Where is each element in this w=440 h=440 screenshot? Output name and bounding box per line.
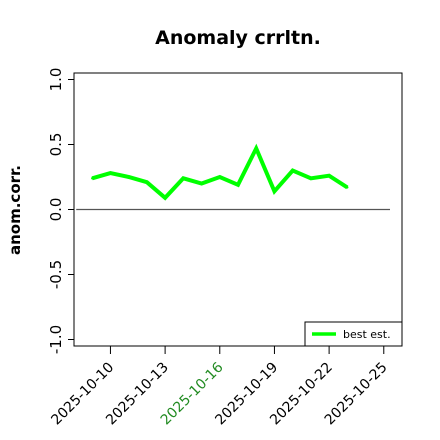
data-point: [109, 171, 112, 175]
data-point: [309, 177, 313, 180]
y-tick-label: 0.0: [47, 198, 65, 222]
data-point: [273, 190, 276, 193]
data-point: [163, 196, 167, 199]
data-point: [291, 169, 294, 172]
data-point: [218, 175, 221, 179]
y-axis-label: anom.corr.: [6, 165, 24, 255]
data-point: [236, 183, 240, 186]
legend: best est.: [304, 321, 403, 347]
data-point: [91, 177, 94, 180]
data-point: [255, 147, 258, 150]
chart-title: Anomaly crrltn.: [155, 27, 321, 49]
legend-label-best-est: best est.: [343, 328, 391, 341]
y-tick-label: -1.0: [47, 325, 65, 354]
data-point: [327, 174, 331, 177]
series-line-1: [91, 143, 349, 201]
y-tick-label: 1.0: [47, 68, 65, 92]
y-tick-label: -0.5: [47, 260, 65, 289]
data-point: [182, 177, 185, 180]
y-tick-label: 0.5: [47, 133, 65, 157]
data-point: [346, 186, 349, 189]
data-point: [200, 182, 203, 185]
data-point: [145, 181, 149, 184]
data-point: [127, 175, 130, 179]
